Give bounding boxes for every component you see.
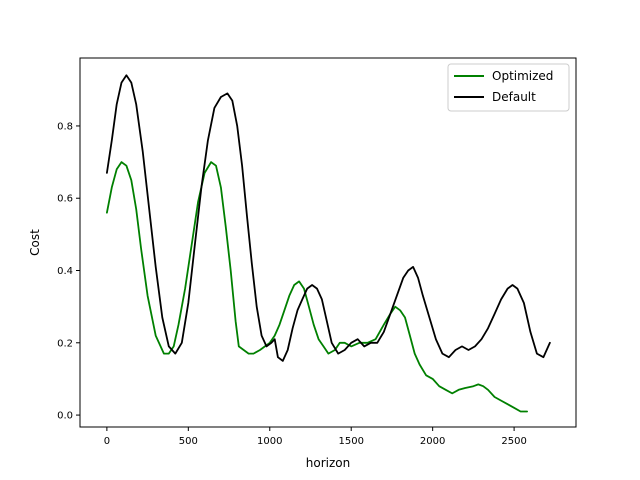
legend-label-default: Default [492,90,536,104]
x-axis: 0 500 1000 1500 2000 2500 [104,427,527,447]
y-tick-label: 0.8 [57,121,73,132]
y-tick-label: 0.6 [57,194,73,205]
x-tick-label: 1000 [257,436,282,447]
y-axis: 0.0 0.2 0.4 0.6 0.8 [57,121,80,422]
series-layer [106,74,551,413]
x-tick-label: 0 [104,436,110,447]
x-tick-label: 2500 [501,436,526,447]
x-tick-label: 2000 [420,436,445,447]
legend: Optimized Default [447,63,570,112]
plot-frame [79,57,577,428]
y-tick-label: 0.2 [57,338,73,349]
legend-label-optimized: Optimized [492,69,553,83]
x-axis-label: horizon [306,456,350,470]
x-tick-label: 1500 [338,436,363,447]
y-axis-label: Cost [28,229,42,256]
y-tick-label: 0.4 [57,266,73,277]
plot-area [80,58,576,427]
x-tick-label: 500 [179,436,198,447]
series-line-default [106,74,551,362]
series-line-optimized [106,161,528,413]
y-tick-label: 0.0 [57,411,73,422]
